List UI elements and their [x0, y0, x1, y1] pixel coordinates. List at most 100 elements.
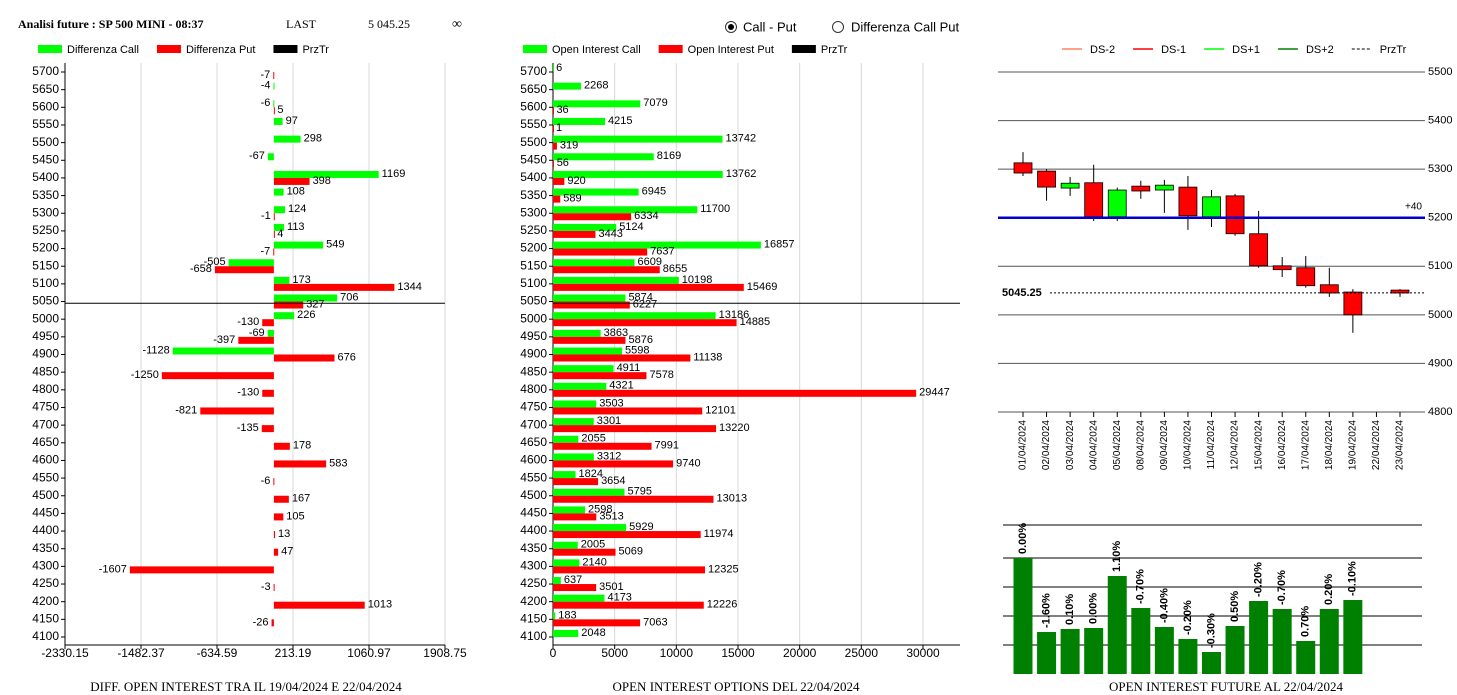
legend-label: DS+1 [1232, 44, 1260, 56]
bar [273, 248, 275, 256]
legend-swatch [791, 45, 816, 53]
bar [273, 513, 284, 521]
bar-label: 4321 [609, 380, 633, 392]
x-tick-label: 08/04/2024 [1135, 420, 1146, 470]
bar-label: 15469 [747, 281, 778, 293]
bar [553, 495, 714, 503]
y-tick-label: 4350 [520, 541, 547, 555]
y-tick-label: 4850 [520, 364, 547, 378]
bar [553, 354, 691, 362]
bar-label: -4 [261, 80, 271, 92]
legend-swatch [658, 45, 683, 53]
y-tick-label: 4750 [32, 400, 59, 414]
y-tick-label: 5550 [520, 117, 547, 131]
bar-label: 7637 [650, 245, 674, 257]
y-tick-label: 5000 [1428, 309, 1452, 321]
bar-label: 3301 [597, 415, 621, 427]
bar [553, 372, 647, 380]
bar-label: 589 [563, 193, 581, 205]
bar [553, 294, 626, 302]
bar-label: 5598 [625, 344, 649, 356]
bar [1131, 608, 1151, 674]
bar-label: 3513 [599, 510, 623, 522]
candle-body [1084, 182, 1104, 218]
y-tick-label: 5700 [520, 64, 547, 78]
y-tick-label: 5300 [32, 205, 59, 219]
bar-label: 124 [288, 203, 306, 215]
bar-label: 327 [306, 298, 324, 310]
y-tick-label: 4400 [32, 523, 59, 537]
bar [273, 241, 324, 249]
bar-label: -7 [260, 245, 270, 257]
y-tick-label: 4450 [32, 506, 59, 520]
bar-label: -0.10% [1347, 561, 1359, 596]
bar-label: 298 [304, 133, 322, 145]
legend-swatch [156, 45, 181, 53]
bar-label: -0.70% [1135, 569, 1147, 604]
bar [553, 506, 586, 514]
bar-label: 583 [329, 457, 347, 469]
bar [553, 400, 597, 408]
y-tick-label: 4600 [520, 453, 547, 467]
bar-label: 6334 [634, 210, 658, 222]
x-tick-label: 05/04/2024 [1112, 420, 1123, 470]
bar [553, 283, 744, 291]
bar-label: 12101 [705, 404, 736, 416]
bar [273, 584, 275, 592]
bar-label: 549 [326, 238, 344, 250]
bar [273, 230, 275, 238]
bar-label: 0.00% [1088, 593, 1100, 624]
y-tick-label: 4350 [32, 541, 59, 555]
radio-label[interactable]: Differenza Call Put [851, 19, 960, 34]
bar-label: 676 [337, 351, 355, 363]
radio-differenza[interactable]: Differenza Call Put [832, 19, 960, 34]
x-tick-label: 30000 [906, 646, 940, 660]
bar [553, 453, 594, 461]
bar-label: -69 [249, 327, 265, 339]
bar-label: 97 [286, 115, 298, 127]
bar-label: -26 [253, 616, 269, 628]
bar-label: -6 [261, 97, 271, 109]
bar [273, 531, 276, 539]
bar [553, 329, 601, 337]
bar [553, 213, 632, 221]
bar [553, 266, 660, 274]
bar [553, 559, 580, 567]
bar-label: -3 [261, 581, 271, 593]
bar [1037, 632, 1057, 674]
bar [553, 442, 652, 450]
y-tick-label: 4800 [1428, 406, 1452, 418]
bar [228, 259, 274, 267]
y-tick-label: 5200 [520, 241, 547, 255]
bar [553, 206, 698, 214]
y-tick-label: 4400 [520, 523, 547, 537]
bar [273, 354, 335, 362]
bar-label: 11700 [700, 203, 730, 215]
x-tick-label: 1060.97 [347, 646, 391, 660]
bar-label: 398 [313, 175, 331, 187]
bar-label: 2005 [581, 539, 605, 551]
bar [273, 495, 289, 503]
x-tick-label: 03/04/2024 [1065, 420, 1076, 470]
bar-label: 1169 [382, 168, 406, 180]
bar [161, 372, 274, 380]
bar-label: 1.10% [1111, 541, 1123, 572]
bar-label: -0.20% [1253, 562, 1265, 597]
bar-label: -1128 [142, 344, 169, 356]
y-tick-label: 4300 [520, 559, 547, 573]
radio[interactable] [832, 21, 844, 33]
bar-label: 173 [292, 274, 310, 286]
bar-label: 6609 [638, 256, 662, 268]
header-title: Analisi future : SP 500 MINI - 08:37 [18, 17, 203, 31]
legend-swatch [38, 45, 62, 53]
header-extra: ∞ [452, 17, 462, 32]
y-tick-label: 5400 [32, 170, 59, 184]
bar [553, 612, 556, 620]
radio-label[interactable]: Call - Put [743, 19, 797, 34]
bar-label: 7578 [649, 369, 673, 381]
bar [1319, 609, 1339, 674]
bar-label: 12325 [708, 563, 739, 575]
bar [553, 241, 761, 249]
bar-label: 0.20% [1323, 574, 1335, 605]
bar-label: 1344 [397, 281, 421, 293]
